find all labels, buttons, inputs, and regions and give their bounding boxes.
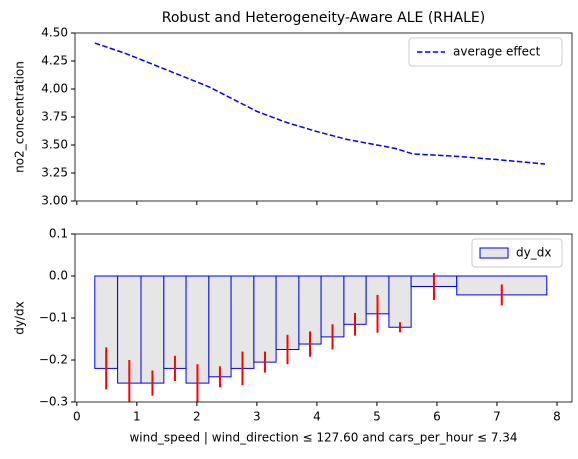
legend-label: average effect — [453, 45, 541, 59]
bar — [253, 275, 277, 363]
x-tick-label: 7 — [493, 410, 501, 424]
x-tick-label: 0 — [73, 410, 81, 424]
y-tick-label: 3.50 — [41, 138, 68, 152]
x-axis-label: wind_speed | wind_direction ≤ 127.60 and… — [129, 431, 517, 445]
plot-area — [94, 42, 546, 165]
axes-frame — [74, 233, 573, 403]
x-tick-label: 1 — [133, 410, 141, 424]
legend-swatch — [479, 247, 509, 259]
x-tick-label: 4 — [313, 410, 321, 424]
y-tick-label: 0.1 — [49, 227, 68, 241]
bar — [388, 275, 412, 328]
y-tick-label: 4.00 — [41, 82, 68, 96]
bar — [163, 275, 187, 369]
bar — [140, 275, 165, 384]
x-tick-label: 2 — [193, 410, 201, 424]
y-tick-label: −0.2 — [39, 353, 68, 367]
x-tick-label: 3 — [253, 410, 261, 424]
legend-box — [408, 37, 563, 67]
legend-label: dy_dx — [516, 246, 551, 260]
y-tick-label: −0.3 — [39, 395, 68, 409]
x-tick-label: 6 — [433, 410, 441, 424]
x-tick-label: 5 — [373, 410, 381, 424]
y-tick-label: 3.00 — [41, 194, 68, 208]
legend-box — [471, 238, 563, 268]
plot-area — [94, 273, 548, 402]
y-tick-label: 3.75 — [41, 110, 68, 124]
y-tick-label: 4.25 — [41, 54, 68, 68]
y-tick-label: 0.0 — [49, 269, 68, 283]
chart-title: Robust and Heterogeneity-Aware ALE (RHAL… — [162, 10, 485, 26]
y-tick-label: 3.25 — [41, 166, 68, 180]
axes-frame — [74, 32, 573, 202]
y-axis-label: dy/dx — [13, 301, 27, 334]
y-tick-label: 4.50 — [41, 26, 68, 40]
y-tick-label: −0.1 — [39, 311, 68, 325]
line-series — [94, 42, 546, 165]
bar — [208, 275, 232, 378]
x-tick-label: 8 — [553, 410, 561, 424]
y-axis-label: no2_concentration — [13, 61, 27, 173]
